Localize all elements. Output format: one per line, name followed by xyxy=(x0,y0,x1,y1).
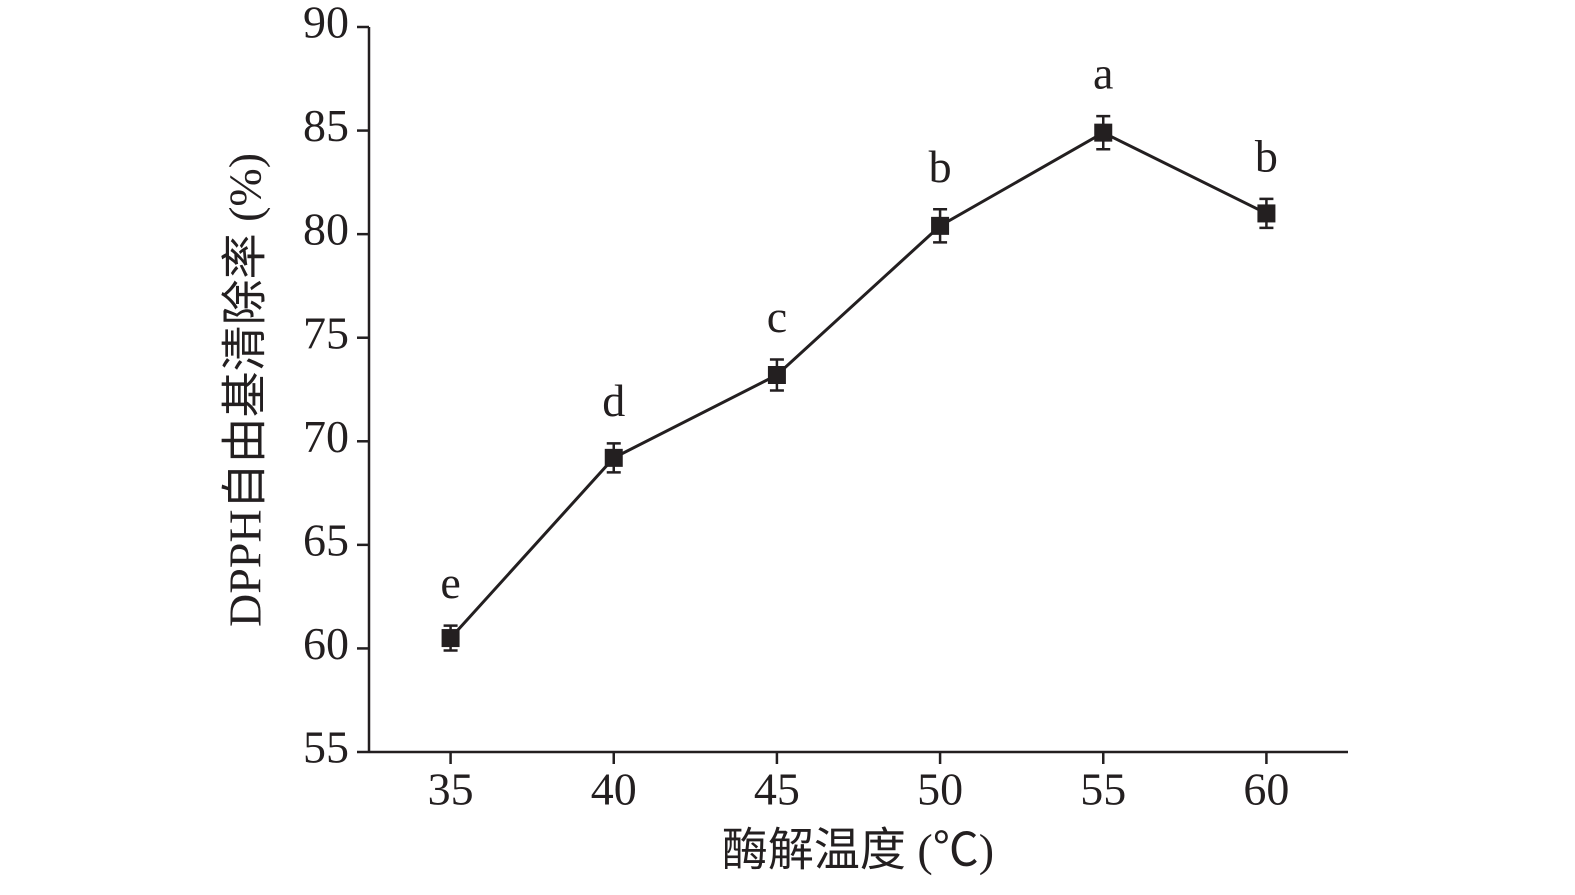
data-label: a xyxy=(1093,48,1113,99)
x-axis-label: 酶解温度 (℃) xyxy=(722,825,994,876)
point xyxy=(931,216,950,235)
data-label: c xyxy=(767,291,787,342)
point xyxy=(604,448,623,467)
point xyxy=(1094,123,1113,142)
point xyxy=(1257,204,1276,223)
x-tick-label: 60 xyxy=(1243,764,1289,815)
y-tick-label: 65 xyxy=(303,514,349,565)
x-tick-label: 45 xyxy=(754,764,800,815)
y-tick-label: 90 xyxy=(303,0,349,48)
line xyxy=(449,130,1268,640)
y-tick-label: 85 xyxy=(303,100,349,151)
data-label: d xyxy=(602,375,625,426)
y-tick-label: 70 xyxy=(303,411,349,462)
data-label: b xyxy=(1255,130,1278,181)
y-tick-label: 55 xyxy=(303,722,349,773)
y-tick-label: 75 xyxy=(303,307,349,358)
data-label: b xyxy=(929,141,952,192)
x-tick-label: 40 xyxy=(591,764,637,815)
point xyxy=(441,629,460,648)
y-axis-label: DPPH自由基清除率 (%) xyxy=(220,153,271,627)
y-tick-label: 80 xyxy=(303,204,349,255)
point xyxy=(767,366,786,384)
data-label: e xyxy=(440,557,460,608)
y-tick-label: 60 xyxy=(303,618,349,669)
x-tick-label: 35 xyxy=(428,764,474,815)
x-tick-label: 55 xyxy=(1080,764,1126,815)
x-tick-label: 50 xyxy=(917,764,963,815)
